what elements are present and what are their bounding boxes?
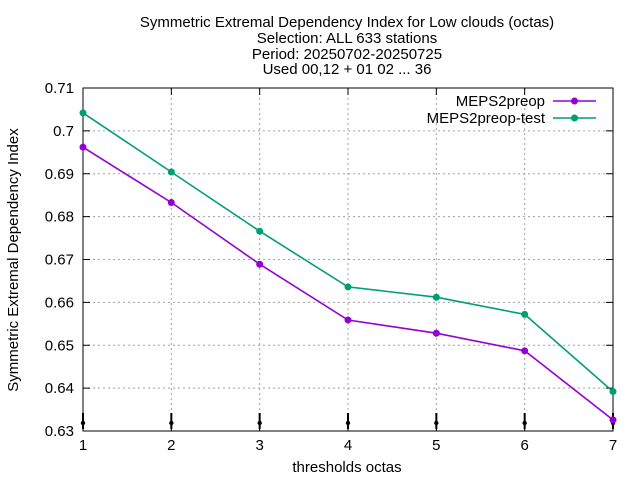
series-2-point (432, 293, 440, 301)
axes: 0.63 0.64 0.65 0.66 0.67 0.68 0.69 0.7 0.71 1 2 3 4 5… (45, 80, 617, 454)
legend-label-1: MEPS2preop (456, 93, 545, 110)
x-tick-label: 4 (344, 437, 352, 454)
x-rug-dot (257, 420, 262, 426)
y-tick-label: 0.68 (45, 209, 74, 226)
y-tick-label: 0.64 (45, 380, 74, 397)
data-series (79, 109, 617, 424)
y-tick-label: 0.69 (45, 166, 74, 183)
y-axis-label: Symmetric Extremal Dependency Index (5, 128, 22, 392)
series-2-point (167, 168, 175, 176)
y-tick-label: 0.65 (45, 337, 74, 354)
y-tick-label: 0.63 (45, 423, 74, 440)
x-tick-label: 6 (520, 437, 528, 454)
series-2-point (344, 283, 352, 291)
chart-title-line-4: Used 00,12 + 01 02 ... 36 (263, 61, 432, 78)
x-rug-dot (434, 420, 439, 426)
legend-marker-2 (571, 114, 578, 122)
y-tick-label: 0.7 (53, 123, 74, 140)
grid-lines (83, 88, 613, 431)
series-1-point (344, 316, 352, 324)
y-tick-label: 0.66 (45, 294, 74, 311)
series-1-point (609, 416, 617, 424)
series-2-point (256, 227, 264, 235)
x-rug-dot (522, 420, 527, 426)
y-tick-label: 0.71 (45, 80, 74, 97)
y-tick-label: 0.67 (45, 252, 74, 269)
series-2-point (609, 388, 617, 396)
series-1-point (167, 198, 175, 206)
chart-title: Symmetric Extremal Dependency Index for … (140, 14, 554, 78)
series-1-point (79, 143, 87, 151)
x-tick-label: 2 (167, 437, 175, 454)
x-tick-label: 7 (609, 437, 617, 454)
x-tick-label: 1 (79, 437, 87, 454)
chart-title-line-3: Period: 20250702-20250725 (252, 46, 442, 63)
x-tick-label: 3 (255, 437, 263, 454)
legend-label-2: MEPS2preop-test (427, 110, 546, 127)
x-axis-label: thresholds octas (292, 459, 401, 476)
series-1-point (256, 260, 264, 268)
series-1-point (521, 347, 529, 355)
x-rug-dot (169, 420, 174, 426)
x-tick-label: 5 (432, 437, 440, 454)
series-2-point (79, 109, 87, 117)
series-2-point (521, 310, 529, 318)
chart-title-line-2: Selection: ALL 633 stations (257, 30, 437, 47)
chart-title-line-1: Symmetric Extremal Dependency Index for … (140, 14, 554, 31)
plot-border (82, 87, 614, 432)
legend-marker-1 (571, 97, 578, 105)
series-1-point (432, 329, 440, 337)
x-rug-dot (345, 420, 351, 426)
